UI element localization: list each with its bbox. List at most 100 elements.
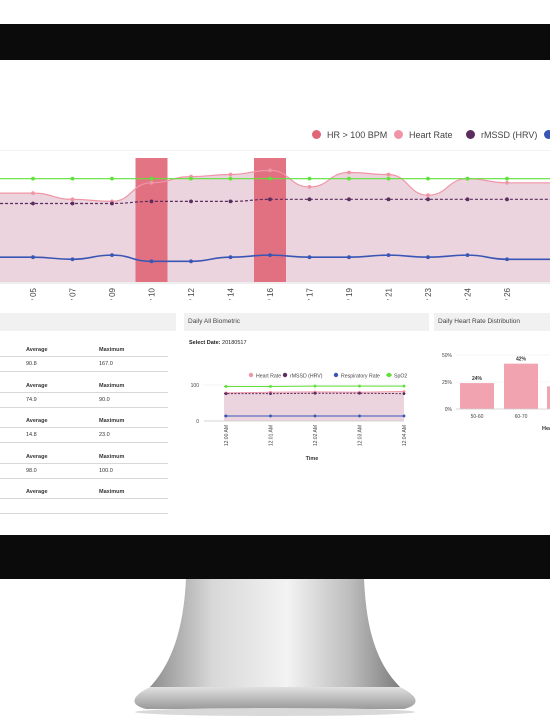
data-point <box>269 385 272 388</box>
maximum-header: Maximum <box>99 382 125 389</box>
legend-label: rMSSD (HRV) <box>290 373 323 379</box>
data-point <box>110 253 114 258</box>
stats-table-panel: Average Maximum 90.8 167.0 Average Maximum 74.… <box>0 313 176 518</box>
data-point <box>347 176 351 181</box>
data-point <box>269 414 272 418</box>
data-point <box>465 176 470 181</box>
data-point <box>347 170 351 175</box>
average-value: 74.9 <box>26 396 37 403</box>
x-tick-label: May 21 <box>385 287 394 300</box>
data-point <box>268 168 272 173</box>
data-point <box>228 176 233 181</box>
y-tick-label: 0% <box>445 407 453 413</box>
distribution-chart: 50% 25% 0% 24% 50-60 42% 60-70 Hea <box>442 353 550 432</box>
data-point <box>307 176 312 181</box>
data-point <box>307 255 312 260</box>
stats-divider <box>0 371 168 372</box>
x-tick-label: May 14 <box>227 287 236 300</box>
x-tick-label: May 12 <box>187 287 196 300</box>
x-tick-label: 12:01 AM <box>269 425 275 446</box>
data-point <box>386 176 391 181</box>
legend-item-heart-rate[interactable]: Heart Rate <box>394 130 453 140</box>
data-point <box>402 414 406 418</box>
monitor-bezel-top <box>0 24 550 60</box>
data-point <box>189 176 193 181</box>
heart-rate-area <box>224 391 404 421</box>
legend-item-rmssd[interactable]: rMSSD (HRV) <box>466 130 537 140</box>
data-point <box>70 197 75 202</box>
legend-swatch-icon <box>248 372 254 378</box>
legend-label: Heart Rate <box>409 130 453 140</box>
data-point <box>347 197 351 202</box>
stats-divider <box>0 442 168 443</box>
data-point <box>347 255 351 260</box>
legend-swatch-icon <box>466 130 475 139</box>
data-point <box>149 259 154 264</box>
stats-divider <box>0 498 168 499</box>
data-point <box>307 185 312 189</box>
data-point <box>110 201 114 206</box>
data-point <box>224 414 228 418</box>
maximum-value: 23.0 <box>99 432 110 438</box>
data-point <box>402 392 406 396</box>
monitor-stand <box>134 579 416 716</box>
average-header: Average <box>26 489 48 495</box>
select-date-value[interactable]: 20180517 <box>222 340 247 346</box>
x-tick-label: May 16 <box>266 287 275 300</box>
daily-biometric-title: Daily All Biometric <box>184 313 429 331</box>
x-tick-label: May 07 <box>69 287 78 300</box>
data-point <box>465 197 470 202</box>
data-point <box>505 197 509 202</box>
legend-swatch-icon <box>282 372 288 378</box>
legend-label: rMSSD (HRV) <box>481 130 538 140</box>
maximum-header: Maximum <box>99 347 125 353</box>
x-tick-label: 12:02 AM <box>313 425 319 446</box>
data-point <box>70 201 75 206</box>
data-point <box>358 384 361 388</box>
data-point <box>268 197 272 202</box>
x-tick-label: 12:03 AM <box>358 425 364 446</box>
maximum-value: 100.0 <box>99 467 113 474</box>
stats-divider <box>0 391 168 393</box>
data-point <box>224 392 228 396</box>
daily-biometric-chart: Heart Rate rMSSD (HRV) Respiratory Rate SpO… <box>191 372 408 462</box>
data-point <box>505 257 509 262</box>
maximum-header: Maximum <box>99 453 125 460</box>
x-tick-label: May 17 <box>306 287 315 300</box>
monitor-bezel-bottom <box>0 535 550 579</box>
x-tick-label: May 09 <box>108 287 117 300</box>
average-header: Average <box>26 453 48 460</box>
data-point <box>402 384 406 388</box>
data-point <box>426 197 430 202</box>
data-point <box>402 390 406 393</box>
x-axis-title: Time <box>306 456 319 462</box>
stats-divider <box>0 477 168 479</box>
y-tick-label: 0 <box>196 419 199 425</box>
legend-item-hr-over-100[interactable]: HR > 100 BPM <box>312 130 387 140</box>
data-point <box>505 180 509 185</box>
data-point <box>228 255 233 260</box>
data-point <box>31 201 35 206</box>
legend-label: HR > 100 BPM <box>327 130 388 140</box>
x-tick-label: May 24 <box>464 287 473 300</box>
select-date[interactable]: Select Date: 20180517 <box>189 340 247 346</box>
monitor-screen: HR > 100 BPM Heart Rate rMSSD (HRV) May … <box>0 60 550 535</box>
data-point <box>426 176 430 181</box>
data-point <box>313 384 317 388</box>
data-point <box>149 199 154 204</box>
legend-item-respiratory-partial[interactable] <box>544 130 550 140</box>
data-point <box>386 197 391 202</box>
daily-biometric-panel: Daily All Biometric Select Date: 2018051… <box>184 313 429 518</box>
average-header: Average <box>26 382 48 389</box>
data-point <box>31 191 35 196</box>
stats-divider <box>0 427 168 428</box>
stand-shadow <box>135 708 415 716</box>
data-point <box>426 255 430 260</box>
data-point <box>313 414 317 418</box>
maximum-value: 90.0 <box>99 396 110 403</box>
data-point <box>358 414 361 418</box>
x-tick-label: 12:00 AM <box>224 425 230 446</box>
data-point <box>31 176 35 181</box>
legend-label: SpO2 <box>394 373 407 379</box>
legend-swatch-icon <box>544 130 550 139</box>
